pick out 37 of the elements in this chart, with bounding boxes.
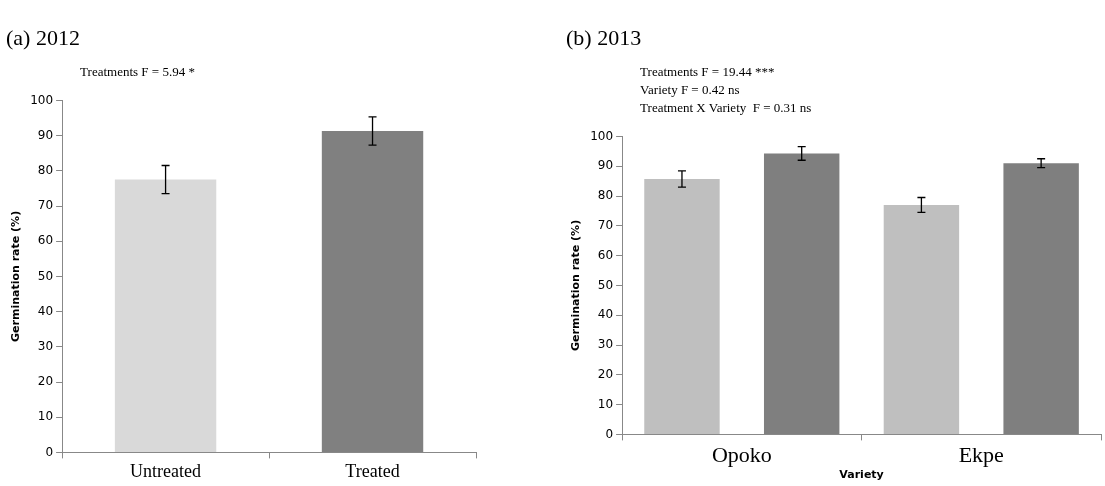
x-tick-label: Treated	[345, 460, 400, 481]
bar	[883, 204, 960, 434]
y-tick-label: 20	[597, 366, 614, 381]
y-tick-label: 50	[597, 277, 614, 292]
chart-title: (a) 2012	[6, 24, 80, 50]
y-tick-label: 90	[597, 158, 614, 173]
y-tick-label: 100	[30, 92, 54, 107]
y-tick-label: 20	[37, 374, 54, 389]
y-tick-label: 30	[597, 337, 614, 352]
y-tick-label: 60	[597, 247, 614, 262]
x-tick-label: Ekpe	[958, 442, 1004, 468]
x-axis-title: Variety	[839, 468, 884, 482]
y-tick-label: 90	[37, 127, 54, 142]
y-tick-label: 100	[590, 128, 614, 143]
text: Treatment X Variety F = 0.31 ns	[640, 100, 812, 116]
y-tick-label: 10	[37, 409, 54, 424]
text: Variety F = 0.42 ns	[640, 82, 740, 98]
y-tick-label: 30	[37, 338, 54, 353]
y-tick-label: 80	[37, 162, 54, 177]
y-axis-title: Germination rate (%)	[9, 210, 23, 342]
bar	[644, 179, 720, 434]
y-tick-label: 70	[37, 198, 54, 213]
y-tick-label: 40	[37, 303, 54, 318]
x-tick-label: Opoko	[711, 442, 772, 468]
x-tick-label: Untreated	[130, 460, 202, 481]
y-tick-label: 10	[597, 396, 614, 411]
chart-title: (b) 2013	[566, 24, 642, 50]
text: Treatments F = 5.94 *	[80, 64, 195, 80]
y-axis-title: Germination rate (%)	[569, 219, 583, 351]
y-tick-label: 0	[45, 444, 54, 459]
y-tick-label: 50	[37, 268, 54, 283]
y-tick-label: 0	[605, 426, 614, 441]
y-tick-label: 40	[597, 307, 614, 322]
y-tick-label: 60	[37, 233, 54, 248]
y-tick-label: 70	[597, 217, 614, 232]
text: Treatments F = 19.44 ***	[640, 64, 775, 80]
y-tick-label: 80	[597, 188, 614, 203]
